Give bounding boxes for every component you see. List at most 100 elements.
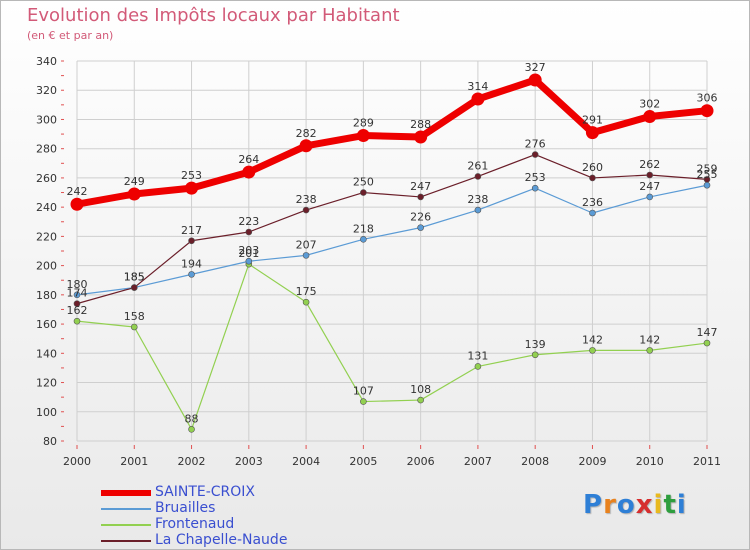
x-tick-label: 2005 [349, 455, 377, 468]
data-point [646, 193, 654, 201]
data-label: 107 [353, 385, 374, 398]
data-point [417, 396, 424, 404]
data-label: 88 [185, 412, 199, 425]
x-tick-label: 2009 [578, 455, 606, 468]
y-tick-label: 280 [36, 143, 57, 156]
data-point [130, 284, 138, 291]
data-label: 201 [238, 247, 259, 260]
legend-swatch [101, 540, 151, 542]
logo-letter: P [583, 490, 604, 520]
data-label: 147 [697, 326, 718, 339]
data-label: 262 [639, 158, 660, 171]
data-point [474, 363, 482, 370]
data-label: 108 [410, 383, 431, 396]
data-label: 175 [296, 285, 317, 298]
chart-title: Evolution des Impôts locaux par Habitant [27, 5, 400, 26]
data-label: 306 [697, 92, 718, 105]
data-point [302, 252, 310, 259]
data-label: 288 [410, 118, 431, 131]
data-label: 207 [296, 238, 317, 251]
data-point [531, 184, 539, 192]
logo-letter: i [653, 490, 664, 520]
data-label: 253 [525, 171, 546, 184]
data-point [73, 291, 81, 299]
data-label: 327 [525, 61, 546, 74]
x-tick-label: 2004 [292, 455, 320, 468]
data-label: 291 [582, 114, 603, 127]
data-point [646, 171, 654, 179]
data-label: 139 [525, 338, 546, 351]
y-tick-label: 160 [36, 318, 57, 331]
data-point [130, 323, 138, 331]
data-label: 260 [582, 161, 603, 174]
data-label: 238 [467, 193, 488, 206]
data-point [528, 73, 542, 87]
y-tick-label: 240 [36, 201, 57, 214]
proxiti-logo: Proxiti [583, 490, 687, 520]
data-point [70, 197, 84, 211]
data-label: 282 [296, 127, 317, 140]
data-point [127, 187, 141, 201]
data-point [188, 271, 195, 278]
logo-letter: t [663, 490, 677, 520]
data-point [474, 206, 482, 214]
data-label: 218 [353, 222, 374, 235]
x-tick-label: 2006 [407, 455, 435, 468]
x-tick-label: 2001 [120, 455, 148, 468]
data-label: 185 [124, 271, 145, 284]
x-tick-label: 2010 [636, 455, 664, 468]
data-label: 276 [525, 138, 546, 151]
data-point [703, 176, 711, 183]
data-label: 253 [181, 169, 202, 182]
data-label: 162 [67, 304, 88, 317]
legend-label: Bruailles [155, 500, 216, 516]
data-label: 236 [582, 196, 603, 209]
data-label: 217 [181, 224, 202, 237]
data-point [242, 165, 256, 179]
y-tick-label: 200 [36, 260, 57, 273]
data-label: 158 [124, 310, 145, 323]
data-label: 174 [67, 287, 88, 300]
logo-letter: o [616, 490, 636, 520]
data-label: 314 [467, 80, 488, 93]
data-point [589, 174, 596, 182]
data-point [302, 298, 310, 306]
chart-subtitle: (en € et par an) [27, 29, 114, 42]
data-label: 247 [410, 180, 431, 193]
x-tick-label: 2000 [63, 455, 91, 468]
data-point [360, 236, 367, 243]
data-point [589, 209, 596, 217]
data-label: 250 [353, 176, 374, 189]
data-label: 261 [467, 159, 488, 172]
logo-letter: r [603, 490, 617, 520]
data-point [585, 126, 599, 140]
data-label: 264 [238, 153, 259, 166]
legend-swatch [101, 524, 151, 526]
data-point [188, 426, 195, 433]
data-label: 255 [697, 168, 718, 181]
data-point [185, 181, 199, 195]
data-point [703, 339, 711, 347]
data-point [417, 193, 424, 201]
data-label: 242 [67, 185, 88, 198]
series-line-frontenaud [76, 263, 708, 430]
data-label: 223 [238, 215, 259, 228]
y-tick-label: 320 [36, 84, 57, 97]
data-point [417, 224, 424, 231]
y-tick-label: 220 [36, 230, 57, 243]
data-point [646, 347, 654, 354]
y-tick-label: 100 [36, 406, 57, 419]
data-point [299, 139, 313, 153]
data-point [531, 351, 539, 359]
x-tick-label: 2003 [235, 455, 263, 468]
x-tick-label: 2002 [178, 455, 206, 468]
data-label: 238 [296, 193, 317, 206]
y-tick-label: 120 [36, 377, 57, 390]
data-point [245, 228, 253, 236]
axes: 80 100 120 140 160 180 200 220 240 260 280 300 320 34… [36, 55, 721, 468]
grid [76, 60, 708, 442]
data-label: 302 [639, 98, 660, 111]
data-label: 226 [410, 211, 431, 224]
legend-swatch [101, 490, 151, 496]
